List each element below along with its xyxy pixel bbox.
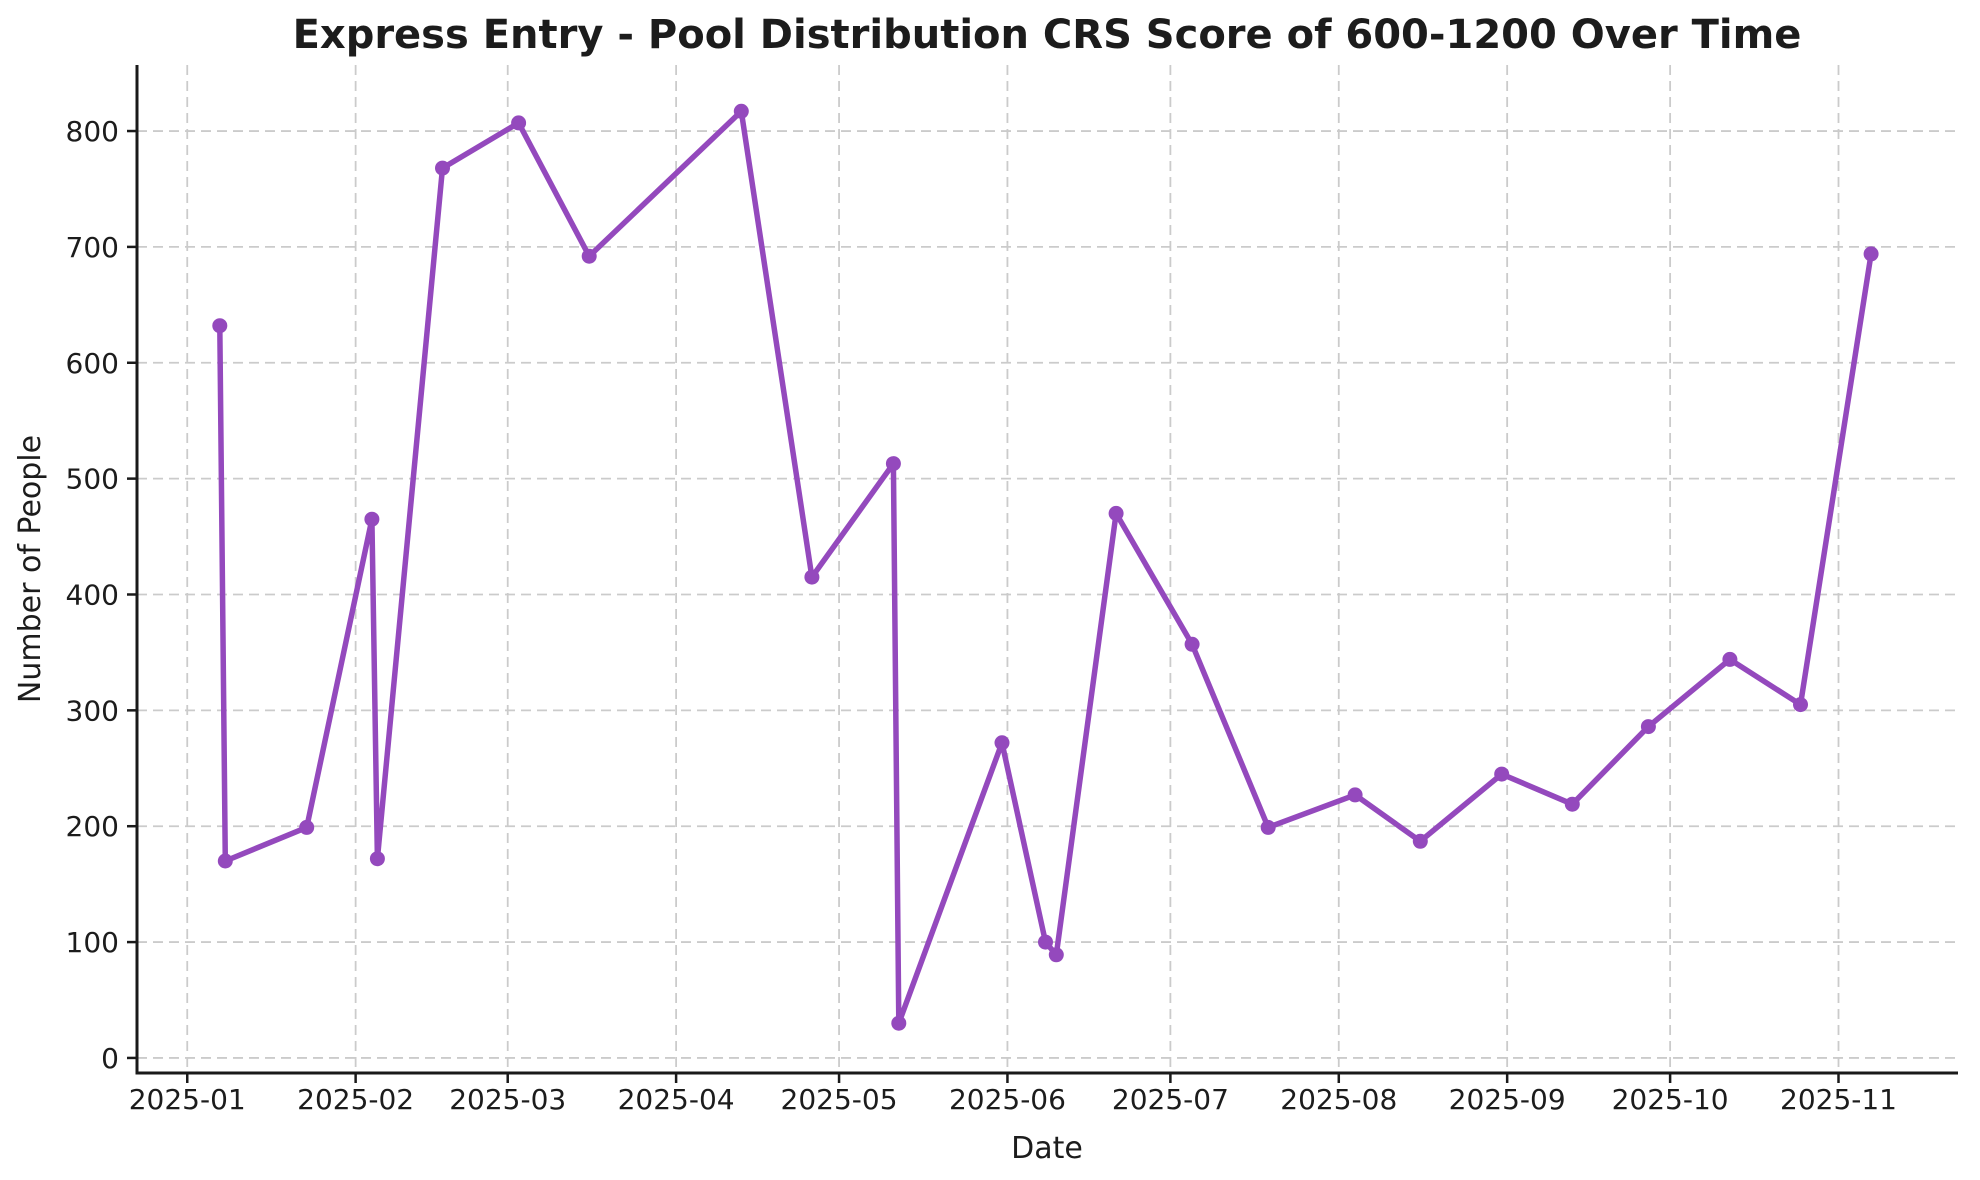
x-tick-label: 2025-01 [129,1083,246,1116]
x-tick-label: 2025-03 [449,1083,566,1116]
x-tick-label: 2025-05 [781,1083,898,1116]
series-line [217,108,1874,1026]
x-axis-label: Date [1011,1131,1083,1166]
data-point-marker [1108,505,1124,521]
x-tick-label: 2025-04 [618,1083,735,1116]
y-tick-label: 0 [101,1042,119,1075]
data-point-marker [212,318,228,334]
y-tick-label: 100 [66,926,119,959]
data-point-marker [1640,719,1656,735]
y-tick-label: 500 [66,463,119,496]
data-point-marker [891,1015,907,1031]
x-tick-label: 2025-06 [949,1083,1066,1116]
data-point-marker [1184,636,1200,652]
data-point-marker [885,456,901,472]
chart-title: Express Entry - Pool Distribution CRS Sc… [293,12,1802,58]
data-series [212,103,1879,1031]
data-point-marker [804,569,820,585]
data-point-marker [1048,947,1064,963]
axes [127,65,1958,1083]
data-point-marker [581,248,597,264]
data-point-marker [364,511,380,527]
data-point-marker [299,819,315,835]
x-tick-label: 2025-10 [1612,1083,1729,1116]
data-point-marker [1564,796,1580,812]
y-axis-label: Number of People [13,435,48,703]
y-tick-label: 300 [66,694,119,727]
data-point-marker [1793,697,1808,713]
y-tick-label: 800 [66,115,119,148]
data-point-marker [1038,934,1053,950]
data-point-marker [1260,819,1276,835]
y-tick-label: 600 [66,347,119,380]
tick-labels: 0 100 200 300 400 500 600 700 800 2025-01 2025-02 2… [66,115,1897,1116]
data-point-marker [733,103,749,119]
data-point-marker [217,853,233,869]
data-point-marker [1722,651,1738,667]
y-tick-label: 400 [66,578,119,611]
data-point-marker [435,160,450,176]
x-tick-label: 2025-07 [1112,1083,1229,1116]
x-tick-label: 2025-11 [1780,1083,1897,1116]
data-point-marker [1863,246,1879,262]
data-point-marker [1412,833,1428,849]
x-tick-label: 2025-08 [1280,1083,1397,1116]
y-tick-label: 200 [66,810,119,843]
x-tick-label: 2025-09 [1449,1083,1566,1116]
x-tick-label: 2025-02 [297,1083,414,1116]
data-point-marker [1494,766,1510,782]
data-point-marker [994,735,1010,751]
data-point-marker [511,115,527,131]
y-tick-label: 700 [66,231,119,264]
data-point-marker [369,851,385,867]
data-point-marker [1347,787,1363,803]
gridlines [137,65,1958,1073]
